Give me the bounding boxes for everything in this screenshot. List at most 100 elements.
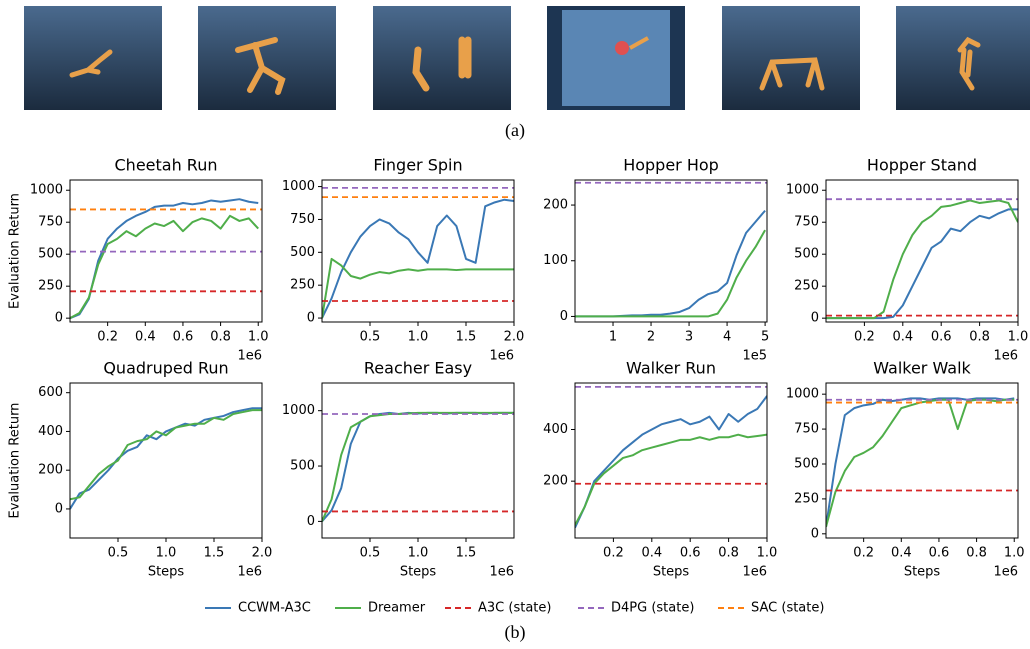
y-tick-label: 1000 xyxy=(30,183,63,198)
y-tick-label: 500 xyxy=(290,245,315,260)
x-offset-label: 1e6 xyxy=(237,349,262,364)
y-tick-label: 1000 xyxy=(786,387,819,402)
series-line xyxy=(575,435,767,525)
x-tick-label: 3 xyxy=(685,330,693,345)
chart-title: Walker Walk xyxy=(873,359,971,378)
y-tick-label: 250 xyxy=(38,279,63,294)
x-offset-label: 1e6 xyxy=(237,565,262,580)
x-tick-label: 1.0 xyxy=(156,546,177,561)
axes-frame xyxy=(575,383,767,538)
y-tick-label: 400 xyxy=(38,424,63,439)
y-tick-label: 0 xyxy=(811,311,819,326)
x-offset-label: 1e6 xyxy=(489,565,514,580)
series-line xyxy=(575,230,765,316)
x-tick-label: 0.5 xyxy=(108,546,129,561)
x-tick-label: 0.6 xyxy=(929,546,950,561)
series-line xyxy=(826,400,1014,527)
x-tick-label: 0.5 xyxy=(360,546,381,561)
y-tick-label: 500 xyxy=(794,456,819,471)
y-tick-label: 750 xyxy=(794,215,819,230)
series-line xyxy=(826,209,1018,318)
legend-label: D4PG (state) xyxy=(611,601,694,616)
plot-area xyxy=(826,398,1018,526)
thumbnail xyxy=(24,6,162,110)
y-tick-label: 200 xyxy=(543,474,568,489)
thumbnail xyxy=(373,6,511,110)
x-offset-label: 1e6 xyxy=(489,349,514,364)
series-line xyxy=(70,408,262,509)
x-axis-label: Steps xyxy=(904,565,941,580)
y-tick-label: 1000 xyxy=(282,179,315,194)
thumbnail xyxy=(722,6,860,110)
y-tick-label: 1000 xyxy=(282,403,315,418)
x-tick-label: 0.4 xyxy=(892,330,913,345)
y-tick-label: 750 xyxy=(38,215,63,230)
x-tick-label: 0.6 xyxy=(931,330,952,345)
x-tick-label: 0.8 xyxy=(718,546,739,561)
y-tick-label: 750 xyxy=(794,422,819,437)
axes-frame xyxy=(70,383,262,538)
axes-frame xyxy=(322,383,514,538)
series-line xyxy=(575,396,767,528)
chart-title: Cheetah Run xyxy=(115,156,218,175)
plot-area xyxy=(826,199,1018,318)
plot-area xyxy=(575,387,767,528)
y-tick-label: 250 xyxy=(290,278,315,293)
series-line xyxy=(826,398,1014,526)
x-axis-label: Steps xyxy=(653,565,690,580)
series-line xyxy=(70,410,262,499)
x-offset-label: 1e5 xyxy=(742,349,767,364)
x-offset-label: 1e6 xyxy=(993,349,1018,364)
y-tick-label: 1000 xyxy=(786,183,819,198)
y-tick-label: 0 xyxy=(560,309,568,324)
x-tick-label: 0.5 xyxy=(360,330,381,345)
x-tick-label: 1.0 xyxy=(757,546,778,561)
y-tick-label: 0 xyxy=(307,311,315,326)
x-tick-label: 2.0 xyxy=(504,330,525,345)
y-tick-label: 100 xyxy=(543,253,568,268)
thumbnail xyxy=(198,6,336,110)
x-tick-label: 0.6 xyxy=(680,546,701,561)
x-tick-label: 1.0 xyxy=(408,546,429,561)
figure: (a) (b) Cheetah Run025050075010000.20.40… xyxy=(0,0,1030,645)
x-tick-label: 1.5 xyxy=(456,330,477,345)
plot-area xyxy=(70,199,262,318)
panel-label: (a) xyxy=(505,120,525,141)
x-tick-label: 0.8 xyxy=(969,330,990,345)
y-axis-label: Evaluation Return xyxy=(8,403,23,519)
series-line xyxy=(70,216,258,318)
chart-title: Hopper Hop xyxy=(623,156,719,175)
x-tick-label: 0.4 xyxy=(641,546,662,561)
y-tick-label: 750 xyxy=(290,212,315,227)
x-axis-label: Steps xyxy=(148,565,185,580)
x-axis-label: Steps xyxy=(400,565,437,580)
legend-label: CCWM-A3C xyxy=(238,601,311,616)
chart-title: Walker Run xyxy=(626,359,716,378)
panel-label: (b) xyxy=(505,622,526,643)
y-tick-label: 400 xyxy=(543,422,568,437)
x-tick-label: 0.8 xyxy=(210,330,231,345)
x-tick-label: 4 xyxy=(723,330,731,345)
x-tick-label: 1.0 xyxy=(408,330,429,345)
legend-label: SAC (state) xyxy=(751,601,824,616)
legend-label: A3C (state) xyxy=(478,601,551,616)
x-offset-label: 1e6 xyxy=(993,565,1018,580)
x-tick-label: 0.4 xyxy=(891,546,912,561)
x-tick-label: 5 xyxy=(761,330,769,345)
chart-title: Finger Spin xyxy=(373,156,462,175)
x-tick-label: 1.5 xyxy=(204,546,225,561)
y-tick-label: 200 xyxy=(38,463,63,478)
series-line xyxy=(322,413,514,522)
x-tick-label: 0.2 xyxy=(97,330,118,345)
plot-area xyxy=(322,188,514,318)
x-tick-label: 0.2 xyxy=(603,546,624,561)
thumbnails xyxy=(24,6,1030,110)
plot-area xyxy=(575,183,767,317)
plot-area xyxy=(322,413,514,522)
y-tick-label: 250 xyxy=(794,279,819,294)
chart-title: Reacher Easy xyxy=(364,359,472,378)
x-tick-label: 0.6 xyxy=(173,330,194,345)
chart-title: Hopper Stand xyxy=(867,156,977,175)
y-tick-label: 0 xyxy=(307,514,315,529)
y-tick-label: 500 xyxy=(290,459,315,474)
